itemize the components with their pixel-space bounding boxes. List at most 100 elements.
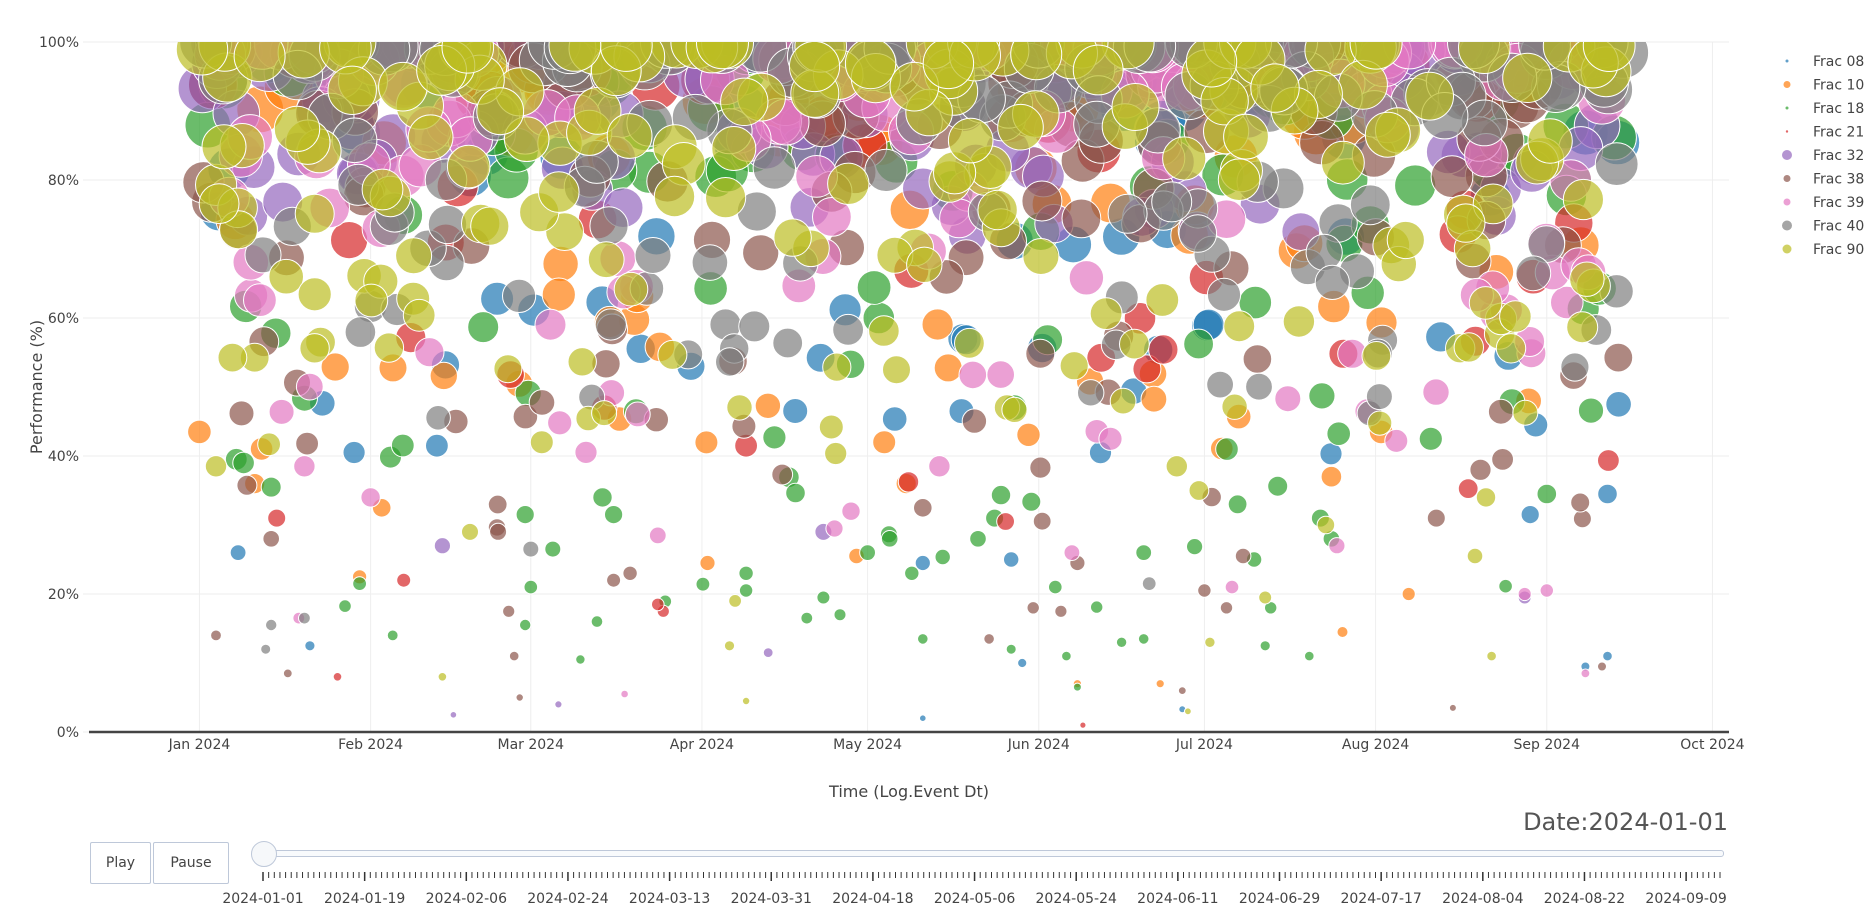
bubble-frac-10[interactable] [1336,626,1349,638]
bubble-frac-90[interactable] [446,144,491,189]
bubble-frac-32[interactable] [433,537,451,555]
bubble-frac-08[interactable] [1520,504,1540,525]
bubble-frac-38[interactable] [508,650,520,662]
bubble-frac-90[interactable] [395,237,433,275]
bubble-frac-18[interactable] [1186,538,1204,556]
bubble-frac-90[interactable] [606,113,653,159]
bubble-frac-18[interactable] [1135,544,1153,561]
bubble-frac-90[interactable] [1321,140,1365,185]
bubble-frac-10[interactable] [872,430,897,455]
bubble-frac-90[interactable] [1446,203,1486,243]
bubble-frac-40[interactable] [244,236,282,274]
bubble-frac-38[interactable] [1491,448,1514,471]
bubble-frac-21[interactable] [332,672,343,682]
bubble-frac-08[interactable] [304,640,316,652]
bubble-frac-38[interactable] [489,522,508,541]
bubble-frac-90[interactable] [653,175,696,218]
bubble-frac-18[interactable] [1061,650,1072,662]
bubble-frac-38[interactable] [771,463,794,486]
bubble-frac-38[interactable] [1597,661,1607,672]
bubble-frac-90[interactable] [538,171,580,213]
bubble-frac-90[interactable] [1468,286,1503,320]
bubble-frac-39[interactable] [624,401,651,428]
bubble-frac-39[interactable] [1384,428,1409,453]
bubble-frac-90[interactable] [1001,396,1028,423]
bubble-frac-18[interactable] [1394,164,1437,207]
bubble-frac-18[interactable] [1308,382,1336,410]
bubble-frac-21[interactable] [1457,478,1479,500]
bubble-frac-38[interactable] [228,400,255,427]
bubble-frac-18[interactable] [762,425,787,450]
bubble-frac-90[interactable] [294,193,335,234]
bubble-frac-90[interactable] [1512,399,1539,426]
bubble-frac-90[interactable] [705,177,747,219]
bubble-frac-18[interactable] [856,270,892,305]
bubble-frac-10[interactable] [933,353,963,383]
bubble-frac-18[interactable] [1498,578,1513,594]
bubble-frac-90[interactable] [1466,547,1484,565]
bubble-frac-18[interactable] [1021,491,1042,512]
bubble-frac-40[interactable] [1594,142,1639,187]
bubble-frac-90[interactable] [548,20,602,72]
bubble-frac-18[interactable] [880,530,899,548]
bubble-frac-90[interactable] [1499,300,1532,333]
bubble-frac-18[interactable] [1005,643,1017,655]
legend-item[interactable]: Frac 08 [1785,54,1865,70]
legend-item[interactable]: Frac 18 [1785,101,1865,117]
bubble-frac-18[interactable] [800,611,814,625]
bubble-frac-40[interactable] [265,618,278,632]
bubble-frac-21[interactable] [651,597,665,612]
bubble-frac-40[interactable] [1560,352,1590,382]
bubble-frac-90[interactable] [827,162,870,206]
bubble-frac-90[interactable] [773,218,812,257]
bubble-frac-40[interactable] [298,611,311,625]
bubble-frac-18[interactable] [833,608,847,622]
bubble-frac-90[interactable] [1453,332,1485,363]
bubble-frac-38[interactable] [210,629,222,642]
bubble-frac-38[interactable] [502,604,516,618]
bubble-frac-10[interactable] [320,352,350,382]
bubble-frac-90[interactable] [257,432,282,457]
bubble-frac-18[interactable] [544,540,562,558]
bubble-frac-38[interactable] [1029,456,1052,479]
bubble-frac-38[interactable] [1026,601,1040,615]
bubble-frac-10[interactable] [1016,422,1041,447]
bubble-frac-39[interactable] [1580,668,1591,679]
bubble-frac-38[interactable] [1448,703,1457,712]
bubble-frac-08[interactable] [914,554,931,572]
bubble-frac-32[interactable] [449,711,458,719]
bubble-frac-39[interactable] [414,337,445,368]
bubble-frac-90[interactable] [1527,118,1573,164]
bubble-frac-21[interactable] [1148,334,1179,365]
bubble-frac-08[interactable] [1003,551,1020,568]
bubble-frac-39[interactable] [243,283,277,318]
bubble-frac-90[interactable] [327,65,377,116]
bubble-frac-18[interactable] [738,583,754,598]
bubble-frac-39[interactable] [648,526,667,545]
bubble-frac-18[interactable] [695,576,711,592]
bubble-frac-38[interactable] [913,498,933,518]
bubble-frac-90[interactable] [1316,515,1336,535]
bubble-frac-90[interactable] [1562,178,1605,221]
bubble-frac-40[interactable] [594,308,627,341]
bubble-frac-10[interactable] [754,392,782,419]
bubble-frac-39[interactable] [841,501,861,521]
bubble-frac-38[interactable] [295,431,320,456]
bubble-frac-39[interactable] [825,519,844,538]
bubble-frac-10[interactable] [694,430,719,455]
bubble-frac-40[interactable] [1206,277,1242,312]
bubble-frac-90[interactable] [741,696,751,706]
bubble-frac-38[interactable] [1025,338,1056,369]
bubble-frac-90[interactable] [1223,310,1256,343]
bubble-frac-40[interactable] [425,405,451,431]
bubble-frac-90[interactable] [529,430,554,455]
bubble-frac-39[interactable] [268,398,295,425]
bubble-frac-90[interactable] [1458,22,1511,74]
bubble-frac-38[interactable] [622,565,638,581]
pause-button[interactable]: Pause [153,842,229,884]
bubble-frac-39[interactable] [534,308,567,341]
bubble-frac-38[interactable] [742,234,780,272]
bubble-frac-90[interactable] [1119,328,1150,360]
bubble-frac-90[interactable] [844,38,897,90]
legend-item[interactable]: Frac 32 [1782,148,1864,164]
